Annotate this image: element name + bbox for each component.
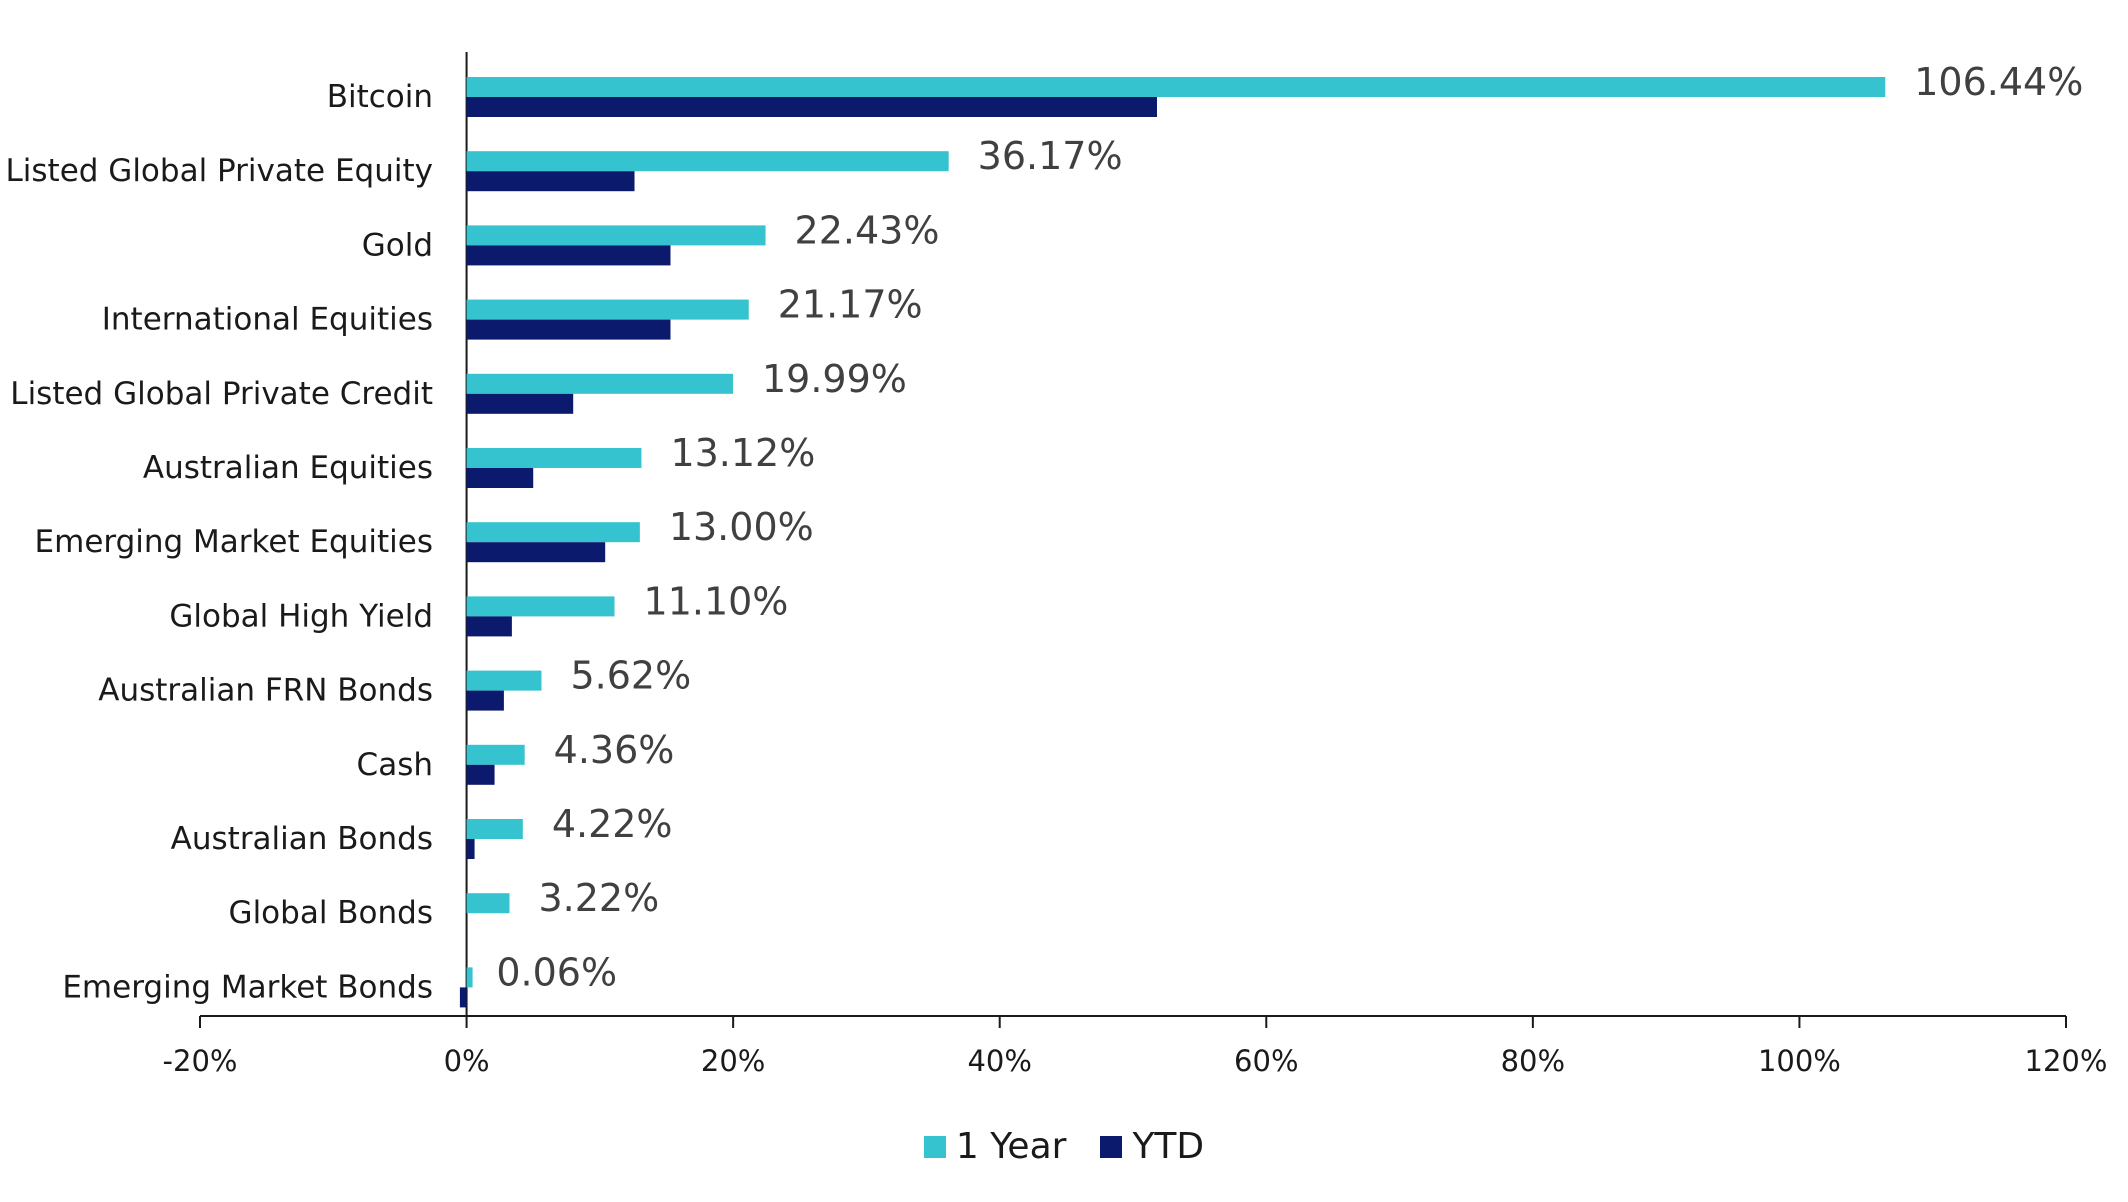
legend-label-ytd: YTD: [1132, 1126, 1205, 1167]
x-tick-label-6: 100%: [1758, 1044, 1841, 1078]
bar-1-year-listed-global-private-credit: [466, 373, 734, 394]
bar-ytd-international-equities: [466, 319, 671, 340]
bar-1-year-global-high-yield: [466, 596, 615, 617]
category-label-australian-equities: Australian Equities: [143, 450, 433, 486]
category-label-international-equities: International Equities: [102, 302, 433, 338]
legend-item-1-year: 1 Year: [923, 1126, 1067, 1167]
bar-ytd-australian-frn-bonds: [466, 690, 504, 711]
data-label-australian-bonds: 4.22%: [552, 802, 673, 846]
data-label-bitcoin: 106.44%: [1914, 60, 2083, 104]
data-label-global-high-yield: 11.10%: [644, 579, 789, 623]
bar-1-year-bitcoin: [466, 77, 1886, 97]
category-label-listed-global-private-equity: Listed Global Private Equity: [6, 153, 434, 189]
bar-1-year-australian-frn-bonds: [466, 670, 542, 691]
category-label-australian-bonds: Australian Bonds: [171, 821, 433, 857]
x-tick-label-4: 60%: [1234, 1044, 1298, 1078]
category-label-australian-frn-bonds: Australian FRN Bonds: [98, 673, 433, 709]
category-label-cash: Cash: [357, 747, 433, 783]
x-tick-label-2: 20%: [701, 1044, 765, 1078]
legend-swatch-ytd: [1100, 1135, 1123, 1158]
bar-ytd-emerging-market-equities: [466, 542, 606, 563]
bar-ytd-emerging-market-bonds: [459, 987, 467, 1008]
legend-item-ytd: YTD: [1100, 1126, 1204, 1167]
category-label-gold: Gold: [362, 227, 433, 263]
bar-ytd-listed-global-private-equity: [466, 171, 635, 192]
bar-1-year-emerging-market-equities: [466, 522, 640, 543]
bar-1-year-australian-equities: [466, 448, 642, 468]
data-label-international-equities: 21.17%: [778, 283, 923, 327]
bar-ytd-australian-bonds: [466, 839, 475, 859]
bar-1-year-gold: [466, 225, 766, 246]
bar-ytd-australian-equities: [466, 468, 534, 488]
category-label-bitcoin: Bitcoin: [327, 79, 433, 115]
x-tick-label-7: 120%: [2025, 1044, 2108, 1078]
category-label-emerging-market-bonds: Emerging Market Bonds: [62, 969, 433, 1005]
bar-1-year-global-bonds: [466, 893, 510, 914]
category-label-global-high-yield: Global High Yield: [169, 598, 433, 634]
legend: 1 Year YTD: [0, 1126, 2128, 1167]
x-tick-label-1: 0%: [444, 1044, 490, 1078]
category-label-listed-global-private-credit: Listed Global Private Credit: [10, 376, 433, 412]
data-label-australian-frn-bonds: 5.62%: [570, 654, 691, 698]
bar-ytd-bitcoin: [466, 97, 1157, 117]
data-label-gold: 22.43%: [795, 208, 940, 252]
bar-ytd-cash: [466, 764, 495, 785]
data-label-listed-global-private-equity: 36.17%: [978, 134, 1123, 178]
bar-ytd-gold: [466, 245, 671, 266]
category-label-emerging-market-equities: Emerging Market Equities: [35, 524, 433, 560]
category-label-global-bonds: Global Bonds: [229, 895, 433, 931]
x-tick-label-3: 40%: [967, 1044, 1031, 1078]
legend-label-1-year: 1 Year: [955, 1126, 1067, 1167]
data-label-listed-global-private-credit: 19.99%: [762, 357, 907, 401]
x-tick-label-0: -20%: [163, 1044, 238, 1078]
data-label-australian-equities: 13.12%: [670, 431, 815, 475]
bar-1-year-international-equities: [466, 299, 749, 320]
x-tick-label-5: 80%: [1501, 1044, 1565, 1078]
data-label-emerging-market-equities: 13.00%: [669, 505, 814, 549]
data-label-emerging-market-bonds: 0.06%: [496, 950, 617, 994]
bar-ytd-listed-global-private-credit: [466, 393, 574, 414]
bar-1-year-cash: [466, 744, 525, 765]
data-label-cash: 4.36%: [554, 728, 675, 772]
bar-1-year-australian-bonds: [466, 819, 523, 839]
legend-swatch-1-year: [923, 1135, 946, 1158]
data-label-global-bonds: 3.22%: [538, 876, 659, 920]
bar-ytd-global-high-yield: [466, 616, 512, 637]
bar-1-year-listed-global-private-equity: [466, 151, 949, 172]
bar-1-year-emerging-market-bonds: [466, 967, 473, 988]
